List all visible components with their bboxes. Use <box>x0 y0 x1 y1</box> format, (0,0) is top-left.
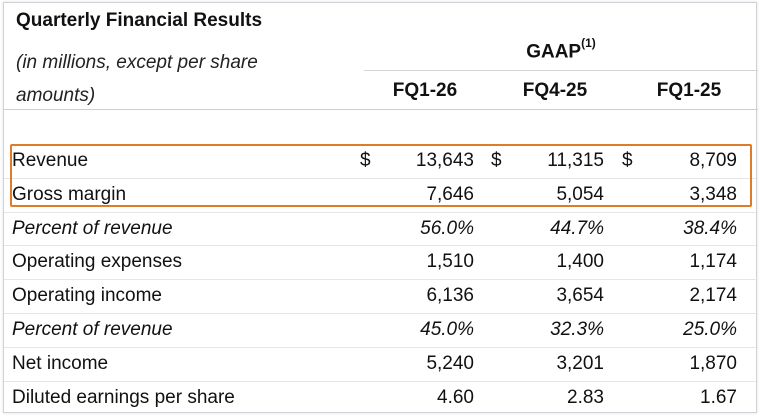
row-divider <box>4 211 758 213</box>
row-divider <box>4 346 758 348</box>
cell-value: 5,054 <box>556 183 604 205</box>
row-divider <box>4 245 758 247</box>
cell-value: 3,654 <box>556 285 604 307</box>
cell-value: 2.83 <box>567 386 604 408</box>
cell-value: 11,315 <box>547 150 604 171</box>
row-label: Percent of revenue <box>12 217 173 239</box>
currency-symbol: $ <box>360 150 371 171</box>
financial-results-table: Quarterly Financial Results (in millions… <box>3 2 758 415</box>
row-label: Operating income <box>12 285 162 307</box>
table-row: Operating income 6,136 3,654 2,174 <box>4 279 758 313</box>
column-header-fq1-26: FQ1-26 <box>392 80 458 101</box>
cell-value: 1,870 <box>689 352 737 374</box>
row-label: Percent of revenue <box>12 319 173 340</box>
table-row: Diluted earnings per share 4.60 2.83 1.67 <box>4 381 758 415</box>
cell-value: 32.3% <box>550 319 604 340</box>
gaap-divider <box>364 70 758 71</box>
gaap-group-header: GAAP(1) <box>364 36 758 63</box>
cell-value: 1,400 <box>556 251 604 273</box>
table-row: Operating expenses 1,510 1,400 1,174 <box>4 245 758 279</box>
cell-value: 45.0% <box>420 319 474 340</box>
cell-value: 25.0% <box>683 319 737 340</box>
gaap-footnote: (1) <box>581 36 596 50</box>
gaap-label: GAAP <box>526 41 582 63</box>
row-divider <box>4 177 758 179</box>
row-label: Gross margin <box>12 183 127 205</box>
table-subtitle: (in millions, except per share amounts) <box>16 46 258 112</box>
currency-symbol: $ <box>622 150 633 171</box>
row-label: Net income <box>12 352 109 374</box>
cell-value: 8,709 <box>689 150 737 171</box>
row-divider <box>4 279 758 281</box>
cell-value: 1,510 <box>426 251 474 273</box>
table-row: Percent of revenue 45.0% 32.3% 25.0% <box>4 313 758 347</box>
table-row: Gross margin 7,646 5,054 3,348 <box>4 178 758 212</box>
column-header-fq1-25: FQ1-25 <box>656 80 722 101</box>
cell-value: 3,348 <box>689 183 737 205</box>
row-label: Operating expenses <box>12 251 183 273</box>
row-divider <box>4 313 758 314</box>
table-row: Percent of revenue 56.0% 44.7% 38.4% <box>4 212 758 246</box>
cell-value: 1.67 <box>700 386 737 408</box>
table-row: Net income 5,240 3,201 1,870 <box>4 347 758 381</box>
subtitle-line-2: amounts) <box>16 85 96 106</box>
header-divider <box>4 109 758 110</box>
cell-value: 7,646 <box>426 183 474 205</box>
cell-value: 56.0% <box>420 217 474 239</box>
cell-value: 44.7% <box>550 217 604 239</box>
table-title: Quarterly Financial Results <box>16 10 263 31</box>
currency-symbol: $ <box>491 150 502 171</box>
cell-value: 13,643 <box>415 150 474 171</box>
cell-value: 5,240 <box>426 352 474 374</box>
row-label: Diluted earnings per share <box>12 386 235 408</box>
cell-value: 2,174 <box>689 285 737 307</box>
cell-value: 38.4% <box>683 217 737 239</box>
cell-value: 1,174 <box>689 251 737 273</box>
column-header-fq4-25: FQ4-25 <box>522 80 588 101</box>
cell-value: 3,201 <box>556 352 604 374</box>
row-label: Revenue <box>12 150 89 171</box>
table-row: Revenue $13,643 $11,315 $8,709 <box>4 144 758 178</box>
cell-value: 4.60 <box>437 386 474 408</box>
cell-value: 6,136 <box>426 285 474 307</box>
row-divider <box>4 380 758 382</box>
subtitle-line-1: (in millions, except per share <box>16 52 258 73</box>
